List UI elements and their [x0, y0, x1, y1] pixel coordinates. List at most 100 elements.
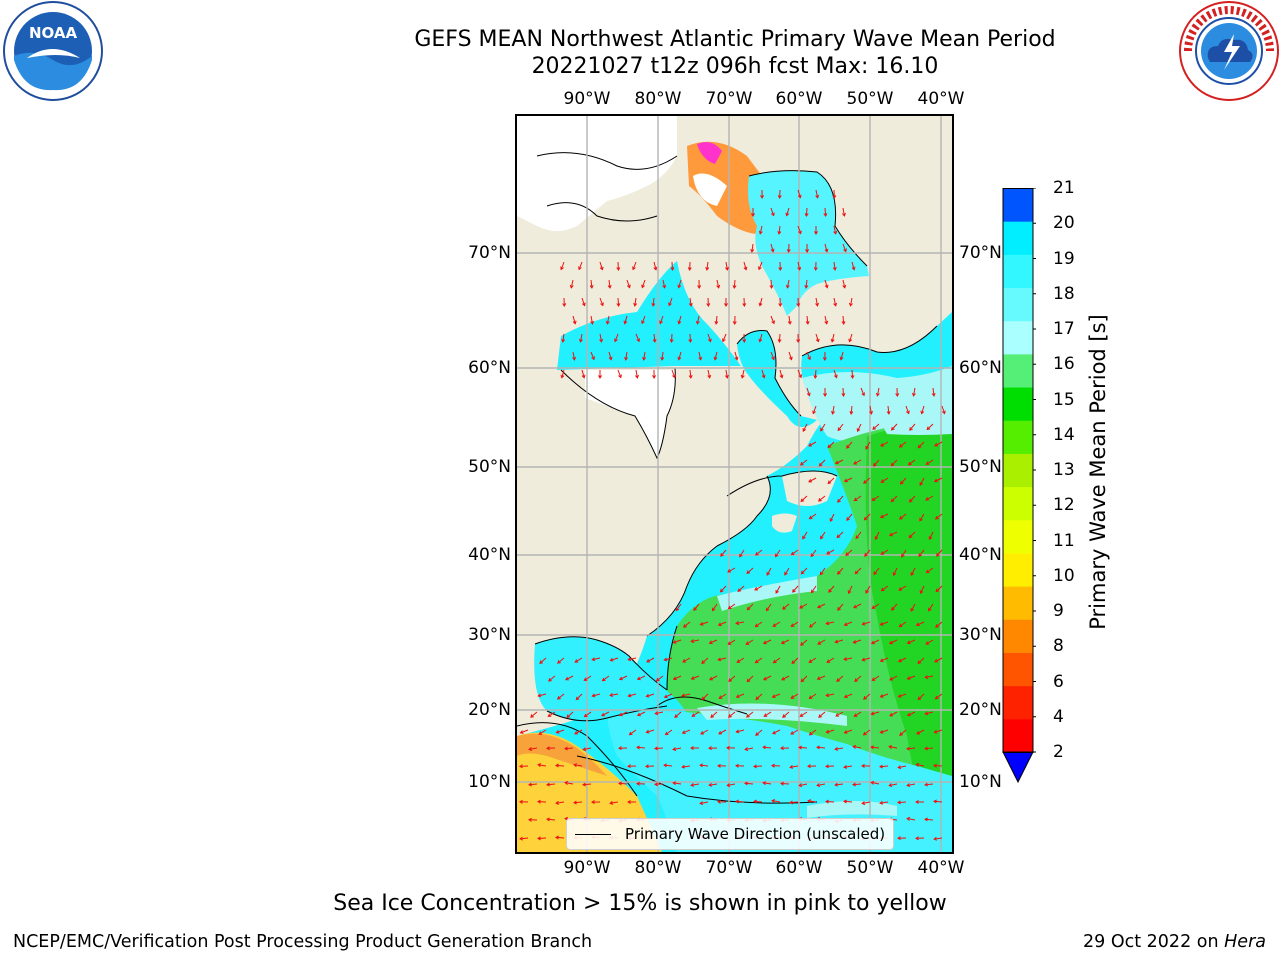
wave-direction-arrowhead — [818, 498, 822, 502]
lon-tick-bottom: 70°W — [705, 858, 753, 878]
credit-line: NCEP/EMC/Verification Post Processing Pr… — [13, 932, 593, 952]
colorbar-extend-arrow — [1002, 751, 1034, 784]
wave-direction-arrow — [934, 729, 943, 733]
wave-direction-arrow — [872, 675, 880, 681]
wave-direction-arrow — [529, 747, 538, 750]
wave-direction-arrow — [574, 657, 583, 663]
colorbar-tick-label: 16 — [1053, 354, 1075, 375]
wave-direction-arrowhead — [815, 194, 820, 199]
wave-direction-arrow — [829, 513, 835, 522]
wave-direction-arrowhead — [806, 392, 811, 397]
wave-direction-arrowhead — [786, 249, 791, 253]
colorbar-segment — [1003, 552, 1033, 587]
wave-direction-arrowhead — [852, 782, 856, 787]
wave-direction-arrowhead — [834, 639, 839, 644]
wave-direction-arrowhead — [740, 374, 745, 379]
wave-direction-arrowhead — [906, 783, 911, 787]
wave-direction-arrowhead — [677, 320, 682, 325]
wave-direction-arrow — [619, 711, 628, 716]
wave-direction-arrowhead — [682, 659, 687, 663]
wave-direction-arrowhead — [853, 497, 858, 502]
wave-direction-arrowhead — [690, 783, 695, 787]
wave-direction-arrow — [772, 800, 781, 803]
wave-direction-arrow — [755, 549, 763, 556]
wave-direction-arrowhead — [863, 480, 867, 484]
wave-direction-arrowhead — [879, 694, 884, 698]
wave-direction-arrow — [854, 567, 862, 574]
wave-direction-arrow — [610, 693, 619, 696]
wave-direction-arrow — [646, 729, 655, 733]
wave-direction-arrowhead — [824, 284, 829, 289]
wave-direction-arrow — [678, 351, 682, 360]
wave-direction-arrow — [722, 333, 727, 342]
wave-direction-arrowhead — [735, 694, 740, 698]
wave-direction-arrow — [827, 441, 835, 448]
wave-direction-arrow — [745, 747, 754, 750]
wave-direction-arrowhead — [827, 480, 832, 485]
wave-direction-arrowhead — [897, 765, 902, 770]
wave-direction-arrowhead — [816, 783, 821, 788]
wave-direction-arrowhead — [761, 374, 766, 379]
host-name: Hera — [1224, 932, 1266, 952]
wave-direction-arrow — [763, 782, 772, 785]
wave-direction-arrowhead — [771, 763, 775, 768]
wave-direction-arrow — [909, 495, 916, 503]
wave-direction-arrow — [809, 693, 817, 699]
colorbar-segment — [1003, 486, 1033, 521]
wave-direction-arrow — [871, 639, 880, 644]
wave-direction-arrowhead — [618, 676, 623, 681]
wave-direction-arrowhead — [915, 622, 920, 627]
wave-direction-arrowhead — [941, 410, 946, 415]
wave-direction-arrow — [925, 675, 934, 678]
wave-direction-arrow — [727, 567, 736, 573]
wave-direction-arrow — [656, 675, 664, 682]
wave-direction-arrow — [934, 837, 943, 840]
wave-direction-arrowhead — [530, 714, 534, 718]
colorbar-segment — [1003, 320, 1033, 355]
wave-direction-arrow — [788, 351, 793, 360]
wave-direction-arrowhead — [880, 479, 885, 483]
wave-direction-arrowhead — [890, 426, 895, 431]
wave-direction-arrowhead — [829, 518, 834, 522]
wave-direction-arrowhead — [762, 781, 767, 786]
wave-direction-arrowhead — [566, 714, 571, 719]
wave-direction-arrowhead — [843, 478, 848, 483]
wave-direction-arrow — [925, 495, 934, 501]
wave-direction-arrowhead — [654, 782, 658, 787]
wave-direction-arrowhead — [690, 639, 695, 644]
wave-direction-arrow — [928, 531, 934, 540]
wave-direction-arrow — [784, 567, 790, 576]
wave-direction-arrowhead — [837, 607, 841, 611]
wave-direction-arrowhead — [779, 374, 784, 379]
wave-direction-arrowhead — [790, 695, 795, 699]
wave-direction-arrow — [852, 783, 862, 786]
wave-direction-arrowhead — [917, 696, 922, 701]
wave-direction-arrowhead — [697, 285, 702, 289]
wave-direction-arrowhead — [675, 607, 680, 612]
lat-tick-right: 10°N — [959, 772, 1002, 792]
wave-direction-arrowhead — [710, 714, 715, 718]
wave-direction-arrowhead — [707, 374, 712, 379]
wave-direction-arrowhead — [808, 659, 813, 663]
wave-direction-arrowhead — [616, 267, 621, 271]
wave-direction-arrowhead — [641, 284, 645, 289]
wave-direction-arrow — [573, 801, 583, 804]
wave-direction-arrow — [689, 297, 692, 306]
wave-direction-arrow — [898, 585, 907, 591]
wave-direction-arrow — [781, 675, 790, 681]
wave-direction-arrowhead — [800, 498, 805, 503]
wave-direction-arrow — [790, 729, 799, 735]
wave-direction-arrowhead — [771, 320, 775, 325]
wave-direction-arrowhead — [727, 605, 732, 610]
colorbar-tick-label: 14 — [1053, 424, 1075, 445]
wave-direction-arrow — [632, 261, 637, 270]
graticule — [517, 116, 952, 852]
wave-direction-arrow — [889, 746, 898, 749]
wave-direction-arrowhead — [555, 800, 560, 805]
wave-direction-arrowhead — [880, 587, 885, 592]
wave-direction-arrowhead — [865, 445, 869, 450]
colorbar-tick-label: 20 — [1053, 213, 1075, 234]
wave-direction-arrowhead — [725, 266, 729, 271]
wave-direction-arrowhead — [664, 731, 669, 736]
wave-direction-arrowhead — [720, 553, 724, 557]
